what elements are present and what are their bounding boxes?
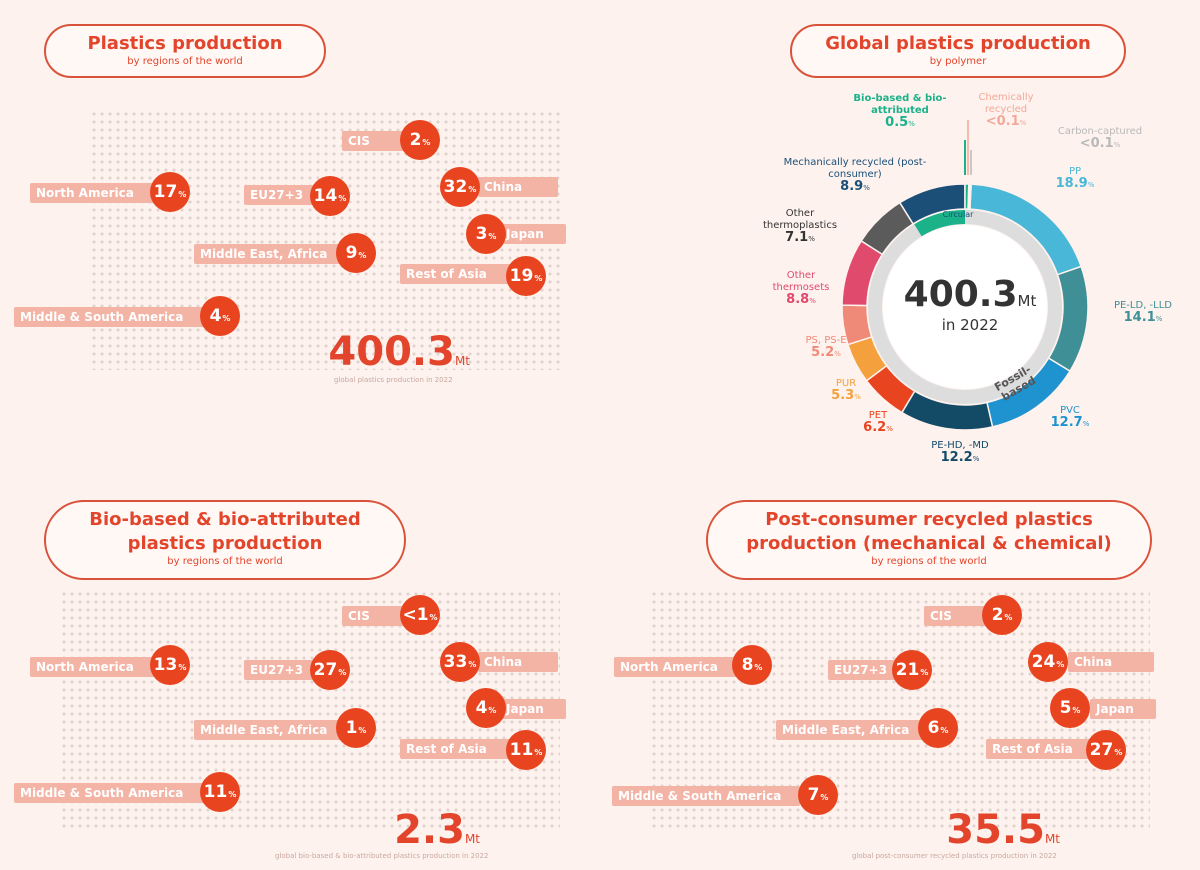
region-label: North America <box>30 657 172 677</box>
region-bubble: 21% <box>892 650 932 690</box>
region-bubble: 19% <box>506 256 546 296</box>
panel1-total-caption: global plastics production in 2022 <box>334 376 453 384</box>
region-bubble: 7% <box>798 775 838 815</box>
region-bubble: 17% <box>150 172 190 212</box>
region-label: China <box>1068 652 1154 672</box>
region-label: Middle East, Africa <box>194 720 346 740</box>
donut-slice-bio-based-bio-attributed <box>964 183 970 210</box>
region-label: CIS <box>342 131 410 151</box>
region-bubble: 27% <box>310 650 350 690</box>
circular-label: Circular <box>942 210 974 219</box>
donut-label-pp: PP 18.9% <box>1055 166 1095 191</box>
region-bubble: 14% <box>310 176 350 216</box>
panel1-subtitle: by regions of the world <box>127 56 243 67</box>
region-bubble: <1% <box>400 595 440 635</box>
donut-center-caption: in 2022 <box>941 316 999 334</box>
panel4-total-caption: global post-consumer recycled plastics p… <box>852 852 1057 860</box>
region-bubble: 1% <box>336 708 376 748</box>
region-bubble: 33% <box>440 642 480 682</box>
donut-slice-pe-ld-lld <box>1047 265 1089 373</box>
region-bubble: 32% <box>440 167 480 207</box>
region-bubble: 8% <box>732 645 772 685</box>
region-label: CIS <box>342 606 410 626</box>
region-bubble: 6% <box>918 708 958 748</box>
region-bubble: 24% <box>1028 642 1068 682</box>
panel3-total-caption: global bio-based & bio-attributed plasti… <box>275 852 489 860</box>
donut-label-bio: Bio-based & bio-attributed 0.5% <box>853 93 947 130</box>
donut-slice-chemically-recycled <box>967 183 971 210</box>
donut-center-unit: Mt <box>1017 292 1037 310</box>
region-label: China <box>478 177 558 197</box>
donut-slice-carbon-captured <box>968 183 972 210</box>
region-label: Rest of Asia <box>986 739 1098 759</box>
region-label: EU27+3 <box>244 660 326 680</box>
total-unit: Mt <box>464 832 480 846</box>
donut-label-other-thermoplastics: Other thermoplastics 7.1% <box>762 208 838 245</box>
region-bubble: 2% <box>982 595 1022 635</box>
region-bubble: 11% <box>200 772 240 812</box>
region-label: Japan <box>1090 699 1156 719</box>
region-label: Rest of Asia <box>400 264 518 284</box>
region-bubble: 27% <box>1086 730 1126 770</box>
donut-label-pe-ld: PE-LD, -LLD 14.1% <box>1113 300 1173 325</box>
donut-slice-other-thermoplastics <box>860 201 915 256</box>
total-value: 400.3 <box>328 329 455 375</box>
panel4-title: Post-consumer recycled plastics producti… <box>746 509 1112 554</box>
donut-label-ps: PS, PS-E 5.2% <box>805 335 847 360</box>
panel4-title-box: Post-consumer recycled plastics producti… <box>706 500 1152 580</box>
region-label: North America <box>30 183 172 203</box>
donut-center: 400.3Mt in 2022 <box>895 275 1045 335</box>
region-label: Middle East, Africa <box>194 244 346 264</box>
panel4-total: 35.5Mt <box>900 808 1060 852</box>
donut-center-value: 400.3 <box>903 274 1018 315</box>
total-unit: Mt <box>454 354 470 368</box>
region-label: Japan <box>500 699 566 719</box>
donut-label-chem-recycled: Chemically recycled <0.1% <box>978 92 1034 129</box>
donut-label-carbon: Carbon-captured <0.1% <box>1057 126 1143 151</box>
region-label: CIS <box>924 606 992 626</box>
region-label: Middle & South America <box>14 783 212 803</box>
panel4-subtitle: by regions of the world <box>871 556 987 567</box>
panel1-title: Plastics production <box>87 33 283 54</box>
donut-title-box: Global plastics production by polymer <box>790 24 1126 78</box>
region-bubble: 4% <box>200 296 240 336</box>
donut-subtitle: by polymer <box>929 56 987 67</box>
region-label: Japan <box>500 224 566 244</box>
region-label: North America <box>614 657 746 677</box>
donut-label-mech-recycled: Mechanically recycled (post-consumer) 8.9… <box>783 157 927 194</box>
total-value: 2.3 <box>394 807 465 853</box>
region-bubble: 13% <box>150 645 190 685</box>
region-bubble: 2% <box>400 120 440 160</box>
donut-slice-pp <box>969 183 1083 276</box>
panel3-title-box: Bio-based & bio-attributed plastics prod… <box>44 500 406 580</box>
region-bubble: 9% <box>336 233 376 273</box>
region-bubble: 5% <box>1050 688 1090 728</box>
region-label: Rest of Asia <box>400 739 518 759</box>
panel1-title-box: Plastics production by regions of the wo… <box>44 24 326 78</box>
donut-label-pe-hd: PE-HD, -MD 12.2% <box>931 440 989 465</box>
panel3-title: Bio-based & bio-attributed plastics prod… <box>89 509 361 554</box>
donut-slice-other-thermosets <box>841 239 884 307</box>
donut-label-pur: PUR 5.3% <box>831 378 861 403</box>
panel1-total: 400.3Mt <box>300 330 470 374</box>
donut-label-other-thermosets: Other thermosets 8.8% <box>772 270 830 307</box>
panel3-subtitle: by regions of the world <box>167 556 283 567</box>
donut-title: Global plastics production <box>825 33 1091 54</box>
donut-label-pet: PET 6.2% <box>863 410 893 435</box>
region-label: Middle East, Africa <box>776 720 928 740</box>
region-label: EU27+3 <box>828 660 900 680</box>
donut-label-pvc: PVC 12.7% <box>1050 405 1090 430</box>
total-unit: Mt <box>1044 832 1060 846</box>
region-label: EU27+3 <box>244 185 326 205</box>
region-bubble: 11% <box>506 730 546 770</box>
region-label: China <box>478 652 558 672</box>
region-label: Middle & South America <box>14 307 212 327</box>
region-bubble: 4% <box>466 688 506 728</box>
panel3-total: 2.3Mt <box>330 808 480 852</box>
region-bubble: 3% <box>466 214 506 254</box>
total-value: 35.5 <box>946 807 1045 853</box>
region-label: Middle & South America <box>612 786 800 806</box>
